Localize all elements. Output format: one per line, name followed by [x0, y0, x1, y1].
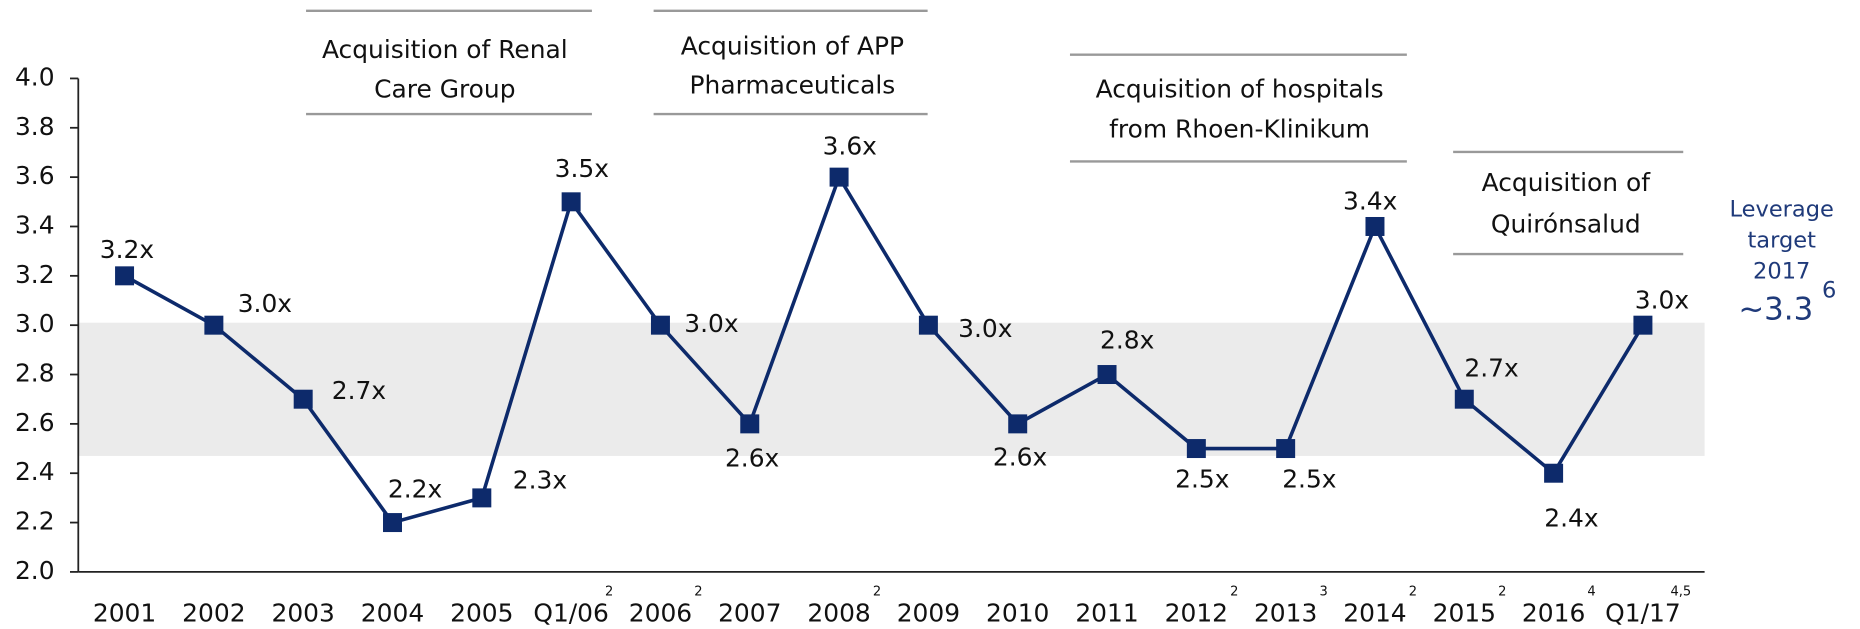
x-tick-label: 2011	[1075, 599, 1138, 628]
annotation: Acquisition of APP	[681, 32, 904, 61]
side-note-value: ~3.3	[1738, 291, 1813, 327]
x-tick-label: 2001	[93, 599, 156, 628]
value-label: 2.7x	[1464, 354, 1518, 383]
y-tick-label: 3.2	[15, 260, 55, 289]
marker	[561, 192, 581, 212]
value-label: 2.5x	[1282, 465, 1336, 494]
x-tick-label: 2007	[718, 599, 781, 628]
marker	[1365, 216, 1385, 236]
marker	[1454, 389, 1474, 409]
annotation: from Rhoen-Klinikum	[1109, 115, 1370, 144]
marker	[829, 167, 849, 187]
x-tick-label: 2002	[182, 599, 245, 628]
footnote: 2	[1409, 585, 1417, 600]
y-tick-label: 2.2	[15, 507, 55, 536]
value-label: 3.2x	[100, 235, 154, 264]
side-note: 2017	[1753, 258, 1810, 284]
value-label: 2.7x	[332, 376, 386, 405]
value-label: 3.0x	[958, 314, 1012, 343]
marker	[204, 315, 224, 335]
value-label: 2.6x	[993, 442, 1047, 471]
marker	[740, 414, 760, 434]
annotation: Quirónsalud	[1491, 210, 1641, 239]
value-label: 3.4x	[1343, 187, 1397, 216]
marker	[650, 315, 670, 335]
x-tick-label: 2008	[807, 599, 870, 628]
footnote: 2	[1498, 585, 1506, 600]
footnote: 4	[1587, 585, 1595, 600]
footnote: 4,5	[1671, 585, 1692, 600]
value-label: 2.5x	[1175, 465, 1229, 494]
marker	[1008, 414, 1028, 434]
annotation: Care Group	[374, 74, 515, 103]
side-note: target	[1747, 227, 1816, 253]
side-note: Leverage	[1730, 197, 1834, 223]
x-tick-label: 2013	[1254, 599, 1317, 628]
y-tick-label: 3.0	[15, 309, 55, 338]
y-tick-label: 2.4	[15, 457, 55, 486]
value-label: 2.2x	[388, 475, 442, 504]
footnote: 2	[873, 585, 881, 600]
marker	[472, 488, 492, 508]
x-tick-label: 2012	[1165, 599, 1228, 628]
x-tick-label: 2014	[1343, 599, 1406, 628]
target-band	[78, 322, 1705, 456]
y-tick-label: 3.6	[15, 161, 55, 190]
value-label: 3.6x	[823, 131, 877, 160]
annotation: Acquisition of hospitals	[1096, 74, 1384, 103]
y-tick-label: 2.6	[15, 408, 55, 437]
marker	[1186, 439, 1206, 459]
x-tick-label: 2009	[897, 599, 960, 628]
x-tick-label: 2005	[450, 599, 513, 628]
x-tick-label: 2010	[986, 599, 1049, 628]
y-tick-label: 3.4	[15, 210, 55, 239]
line	[123, 173, 1645, 525]
y-tick-label: 2.8	[15, 359, 55, 388]
footnote: 6	[1822, 277, 1836, 303]
footnote: 2	[605, 585, 613, 600]
y-tick-label: 2.0	[15, 556, 55, 585]
value-label: 2.3x	[513, 465, 567, 494]
x-tick-label: 2015	[1433, 599, 1496, 628]
marker	[1544, 463, 1564, 483]
marker	[383, 513, 402, 533]
marker	[1633, 315, 1653, 335]
marker	[293, 389, 313, 409]
x-tick-label: Q1/06	[533, 599, 609, 628]
marker	[1276, 439, 1296, 459]
marker	[1097, 365, 1117, 385]
value-label: 2.6x	[725, 443, 779, 472]
y-tick-label: 4.0	[15, 62, 55, 91]
x-tick-label: 2003	[271, 599, 334, 628]
annotation: Pharmaceuticals	[690, 71, 896, 100]
x-tick-label: 2004	[361, 599, 424, 628]
annotation: Acquisition of Renal	[322, 35, 568, 64]
value-label: 3.0x	[238, 289, 292, 318]
value-label: 2.4x	[1544, 503, 1598, 532]
x-tick-label: 2006	[629, 599, 692, 628]
footnote: 2	[1230, 585, 1238, 600]
annotation: Acquisition of	[1482, 168, 1652, 197]
x-tick-label: Q1/17	[1605, 599, 1681, 628]
value-label: 3.0x	[1635, 285, 1689, 314]
y-tick-label: 3.8	[15, 112, 55, 141]
value-label: 2.8x	[1100, 325, 1154, 354]
footnote: 2	[694, 585, 702, 600]
marker	[918, 315, 938, 335]
footnote: 3	[1319, 585, 1327, 600]
x-tick-label: 2016	[1522, 599, 1585, 628]
marker	[115, 266, 135, 286]
value-label: 3.0x	[684, 309, 738, 338]
value-label: 3.5x	[555, 154, 609, 183]
